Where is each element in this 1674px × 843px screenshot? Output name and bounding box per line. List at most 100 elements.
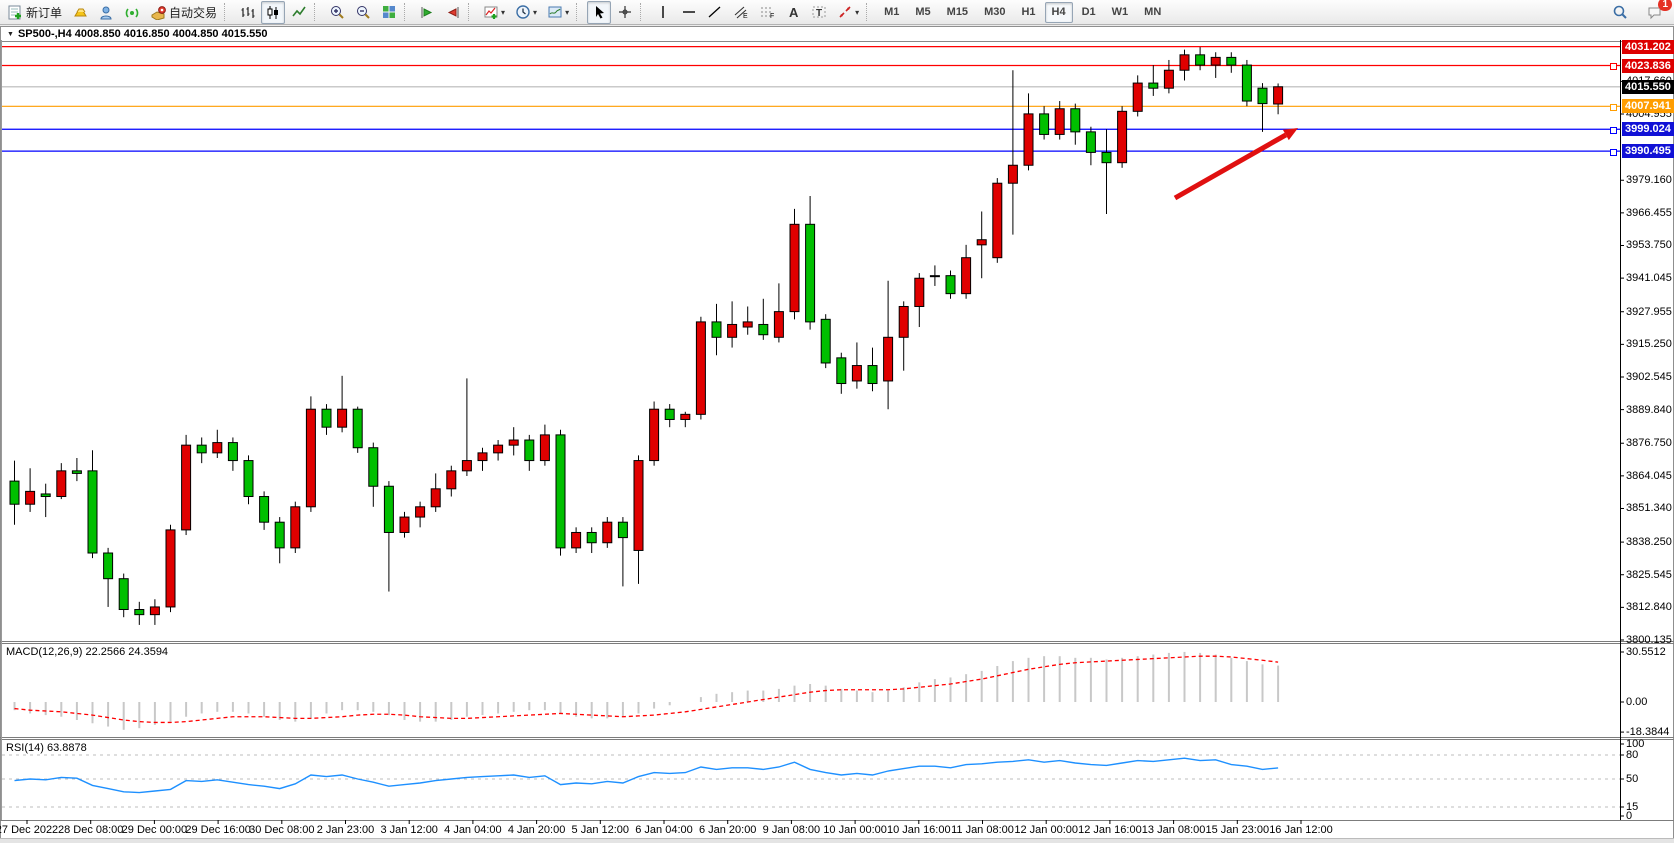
- candle-body[interactable]: [1085, 131, 1096, 153]
- candle-body[interactable]: [71, 470, 82, 474]
- candle-body[interactable]: [992, 182, 1003, 259]
- candle-body[interactable]: [337, 408, 348, 428]
- candle-body[interactable]: [290, 506, 301, 549]
- candle-body[interactable]: [805, 223, 816, 323]
- zoom-in-button[interactable]: [325, 1, 349, 24]
- search-button[interactable]: [1608, 1, 1632, 24]
- candle-body[interactable]: [1273, 86, 1284, 105]
- candle-body[interactable]: [898, 305, 909, 338]
- candle-body[interactable]: [649, 408, 660, 462]
- timeframe-button-m30[interactable]: M30: [984, 6, 1006, 18]
- candle-body[interactable]: [274, 521, 285, 549]
- candle-body[interactable]: [493, 444, 504, 454]
- candle-body[interactable]: [1101, 151, 1112, 164]
- trend-line-button[interactable]: [703, 1, 727, 24]
- candle-body[interactable]: [1210, 56, 1221, 66]
- timeframe-button-w1[interactable]: W1: [1111, 6, 1129, 18]
- line-chart-button[interactable]: [287, 1, 311, 24]
- auto-scroll-button[interactable]: [415, 1, 439, 24]
- candle-body[interactable]: [149, 606, 160, 616]
- candle-body[interactable]: [87, 470, 98, 554]
- chart-title-bar[interactable]: ▼ SP500-,H4 4008.850 4016.850 4004.850 4…: [1, 27, 1673, 42]
- candle-body[interactable]: [321, 408, 332, 428]
- candle-body[interactable]: [196, 444, 207, 454]
- auto-trading-button[interactable]: 自动交易: [146, 1, 221, 24]
- dropdown-caret-icon[interactable]: ▾: [533, 7, 538, 17]
- candle-body[interactable]: [742, 321, 753, 328]
- candle-body[interactable]: [212, 442, 223, 454]
- candle-body[interactable]: [477, 452, 488, 462]
- candle-body[interactable]: [1148, 82, 1159, 89]
- candle-body[interactable]: [508, 439, 519, 446]
- arrows-button[interactable]: ▾: [833, 1, 863, 24]
- periods-button[interactable]: ▾: [511, 1, 541, 24]
- candle-body[interactable]: [352, 408, 363, 449]
- candle-body[interactable]: [103, 552, 114, 580]
- candle-body[interactable]: [664, 408, 675, 420]
- candle-body[interactable]: [945, 275, 956, 295]
- candle-body[interactable]: [789, 223, 800, 313]
- candle-body[interactable]: [914, 277, 925, 307]
- candle-body[interactable]: [430, 488, 441, 508]
- timeframe-button-d1[interactable]: D1: [1081, 6, 1096, 18]
- candle-body[interactable]: [820, 318, 831, 364]
- candle-body[interactable]: [602, 521, 613, 544]
- chat-button[interactable]: 1: [1643, 0, 1672, 24]
- candle-body[interactable]: [773, 311, 784, 338]
- candle-body[interactable]: [1007, 164, 1018, 184]
- candle-body[interactable]: [1117, 110, 1128, 164]
- bar-chart-button[interactable]: [235, 1, 259, 24]
- candle-body[interactable]: [1070, 108, 1081, 133]
- candle-body[interactable]: [1257, 87, 1268, 105]
- candle-body[interactable]: [1179, 54, 1190, 71]
- candle-body[interactable]: [1054, 108, 1065, 135]
- candle-body[interactable]: [40, 493, 51, 498]
- trend-arrow-annotation[interactable]: [1173, 128, 1298, 201]
- candle-body[interactable]: [9, 480, 20, 505]
- candle-body[interactable]: [165, 529, 176, 608]
- line-handle[interactable]: [1610, 63, 1617, 70]
- candle-body[interactable]: [539, 434, 550, 462]
- templates-button[interactable]: ▾: [543, 1, 573, 24]
- line-handle[interactable]: [1610, 148, 1617, 156]
- candle-body[interactable]: [571, 531, 582, 549]
- candle-body[interactable]: [305, 408, 316, 508]
- candle-body[interactable]: [118, 578, 129, 611]
- candle-body[interactable]: [867, 365, 878, 385]
- candle-body[interactable]: [415, 506, 426, 518]
- zoom-out-button[interactable]: [351, 1, 375, 24]
- indicators-button[interactable]: ▾: [479, 1, 509, 24]
- candle-body[interactable]: [1195, 54, 1206, 66]
- candle-body[interactable]: [695, 321, 706, 415]
- candle-body[interactable]: [399, 516, 410, 533]
- candle-body[interactable]: [836, 357, 847, 385]
- candle-body[interactable]: [227, 442, 238, 462]
- chart-shift-button[interactable]: [441, 1, 465, 24]
- candle-body[interactable]: [929, 275, 940, 278]
- horizontal-line-button[interactable]: [677, 1, 701, 24]
- timeframe-button-m1[interactable]: M1: [884, 6, 900, 18]
- collapse-triangle-icon[interactable]: ▼: [7, 30, 14, 38]
- candle-body[interactable]: [1132, 82, 1143, 112]
- candle-body[interactable]: [1163, 69, 1174, 89]
- timeframe-button-h1[interactable]: H1: [1021, 6, 1036, 18]
- candle-body[interactable]: [758, 323, 769, 336]
- candle-body[interactable]: [1226, 56, 1237, 66]
- text-label-button[interactable]: T: [807, 1, 831, 24]
- timeframe-button-m5[interactable]: M5: [915, 6, 931, 18]
- equidistant-channel-button[interactable]: E: [729, 1, 753, 24]
- crosshair-button[interactable]: [613, 1, 637, 24]
- dropdown-caret-icon[interactable]: ▾: [501, 7, 506, 17]
- candle-body[interactable]: [586, 531, 597, 544]
- candlestick-chart-button[interactable]: [261, 0, 286, 24]
- arrow-shaft[interactable]: [1173, 132, 1288, 201]
- candle-body[interactable]: [851, 365, 862, 382]
- candle-body[interactable]: [633, 460, 644, 551]
- fibonacci-button[interactable]: F: [755, 1, 779, 24]
- timeframe-button-m15[interactable]: M15: [946, 6, 969, 18]
- candle-body[interactable]: [56, 470, 67, 498]
- candle-body[interactable]: [1241, 64, 1252, 102]
- new-order-button[interactable]: 新订单: [3, 1, 66, 24]
- cursor-button[interactable]: [587, 0, 612, 24]
- line-handle[interactable]: [1610, 126, 1617, 134]
